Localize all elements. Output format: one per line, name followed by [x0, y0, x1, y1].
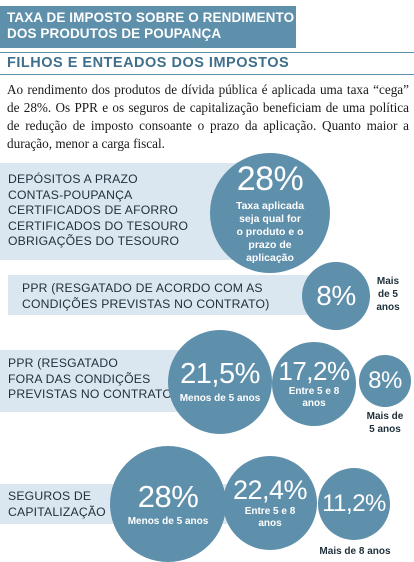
caption-line: anos	[258, 517, 282, 529]
rate-value: 8%	[368, 367, 402, 394]
row-label-ppr-outside: PPR (resgatado fora das condições previs…	[8, 356, 176, 403]
rate-caption: Menos de 5 anos	[180, 392, 261, 405]
rate-value: 8%	[316, 280, 356, 311]
caption-line: Taxa aplicada	[235, 199, 305, 212]
caption-line: prazo de	[248, 238, 292, 251]
rate-caption: Entre 5 e 8 anos	[289, 386, 340, 410]
caption-line: seja qual for	[239, 212, 301, 225]
rate-value: 28%	[236, 159, 304, 198]
label-line: condições previstas no contrato)	[22, 296, 270, 311]
caption-line: Menos de 5 anos	[127, 515, 209, 527]
caption-line: 5 anos	[369, 424, 401, 435]
rate-value: 28%	[137, 478, 199, 514]
rate-circle-8-contract: 8%	[302, 262, 370, 330]
caption-line: Mais de 8 anos	[319, 546, 391, 557]
section-subtitle: Filhos e enteados dos impostos	[7, 55, 290, 71]
rate-caption: Entre 5 e 8 anos	[245, 506, 296, 530]
row-band-ppr-outside	[0, 350, 195, 412]
caption-line: Mais de	[366, 411, 404, 422]
label-line: Obrigações do Tesouro	[8, 234, 180, 248]
rate-circle-21-5: 21,5% Menos de 5 anos	[168, 330, 272, 434]
rate-caption: Menos de 5 anos	[128, 515, 209, 528]
rate-caption-outside: Mais de 8 anos	[300, 545, 410, 558]
intro-paragraph: Ao rendimento dos produtos de dívida púb…	[7, 82, 409, 151]
rate-caption-outside: Mais de 5 anos	[372, 275, 404, 314]
label-line: Certificados de aforro	[8, 203, 179, 217]
label-line: Certificados do Tesouro	[8, 218, 189, 233]
rate-caption: Taxa aplicada seja qual for o produto e …	[236, 200, 304, 265]
headline-box: Taxa de imposto sobre o rendimento dos p…	[0, 6, 296, 48]
rate-value: 17,2%	[278, 356, 350, 386]
rate-value: 11,2%	[322, 490, 386, 517]
rate-caption-outside: Mais de 5 anos	[360, 410, 410, 436]
caption-line: de 5	[377, 289, 398, 300]
rate-circle-28-seguros: 28% Menos de 5 anos	[110, 446, 226, 562]
label-line: Seguros de	[8, 489, 92, 503]
caption-line: anos	[376, 302, 400, 313]
caption-line: o produto e o	[236, 225, 304, 238]
subtitle-rule	[0, 74, 414, 75]
rate-circle-17-2: 17,2% Entre 5 e 8 anos	[272, 342, 356, 426]
row-label-ppr-contract: PPR (resgatado de acordo com as condiçõe…	[22, 281, 269, 312]
caption-line: Entre 5 e 8	[288, 386, 340, 397]
label-line: Contas-poupança	[8, 187, 133, 202]
top-rule	[0, 52, 414, 53]
headline-line-1: Taxa de imposto sobre o rendimento	[7, 10, 295, 25]
caption-line: anos	[302, 398, 326, 409]
headline-line-2: dos produtos de poupança	[7, 26, 222, 41]
rate-circle-22-4: 22,4% Entre 5 e 8 anos	[223, 456, 317, 550]
rate-circle-28-flat: 28% Taxa aplicada seja qual for o produt…	[210, 153, 330, 273]
caption-line: Menos de 5 anos	[179, 392, 261, 404]
label-line: PPR (resgatado	[8, 356, 119, 370]
label-line: Depósitos a prazo	[8, 172, 138, 186]
rate-circle-11-2: 11,2%	[318, 468, 390, 540]
row-label-seguros: Seguros de capitalização	[8, 489, 106, 520]
label-line: fora das condições	[8, 371, 151, 386]
rate-circle-8-outside: 8%	[359, 355, 411, 407]
rate-value: 22,4%	[232, 474, 308, 505]
label-line: previstas no contrato)	[8, 387, 177, 401]
caption-line: Entre 5 e 8	[244, 505, 296, 517]
caption-line: aplicação	[246, 251, 294, 264]
caption-line: Mais	[376, 276, 400, 287]
rate-value: 21,5%	[180, 357, 260, 390]
label-line: PPR (resgatado de acordo com as	[22, 281, 263, 295]
row-label-depositos: Depósitos a prazo Contas-poupança Certif…	[8, 172, 188, 250]
label-line: capitalização	[8, 504, 106, 519]
row-band-ppr-contract	[8, 275, 318, 315]
